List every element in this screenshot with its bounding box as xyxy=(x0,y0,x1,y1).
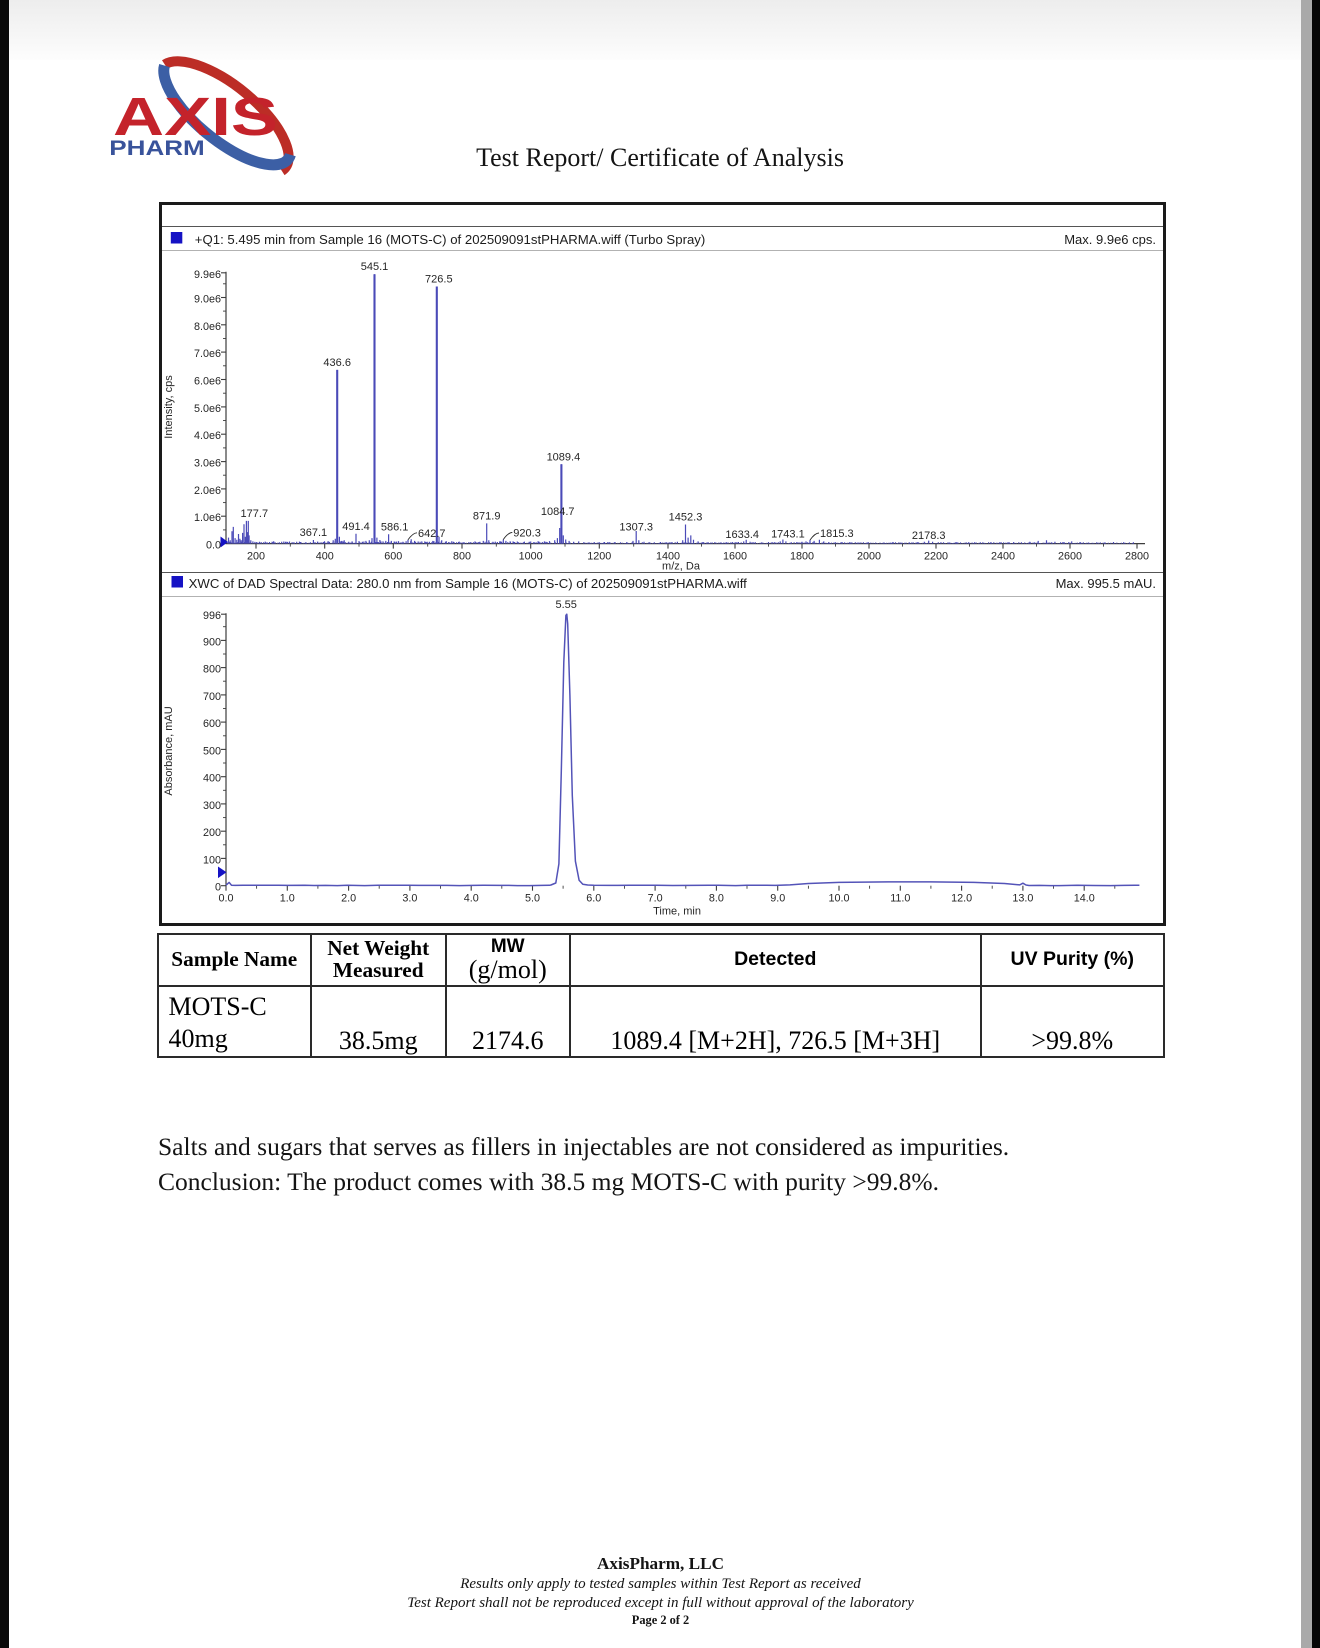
svg-text:545.1: 545.1 xyxy=(361,261,389,273)
svg-text:m/z, Da: m/z, Da xyxy=(662,561,701,573)
svg-text:14.0: 14.0 xyxy=(1074,893,1095,905)
svg-text:2800: 2800 xyxy=(1125,551,1149,563)
svg-text:4.0: 4.0 xyxy=(464,893,479,905)
svg-text:2600: 2600 xyxy=(1058,551,1082,563)
svg-text:1400: 1400 xyxy=(656,551,680,563)
svg-text:Intensity, cps: Intensity, cps xyxy=(163,375,175,439)
svg-text:PHARM: PHARM xyxy=(109,137,204,160)
svg-text:700: 700 xyxy=(203,691,221,703)
svg-text:6.0: 6.0 xyxy=(586,893,601,905)
svg-text:9.0: 9.0 xyxy=(770,893,785,905)
svg-text:871.9: 871.9 xyxy=(473,510,501,522)
svg-text:2200: 2200 xyxy=(924,551,948,563)
svg-text:5.55: 5.55 xyxy=(555,599,576,611)
svg-text:1000: 1000 xyxy=(519,551,543,563)
svg-text:6.0e6: 6.0e6 xyxy=(194,376,221,388)
svg-text:1815.3: 1815.3 xyxy=(820,528,854,540)
svg-text:1743.1: 1743.1 xyxy=(771,529,805,541)
svg-text:0: 0 xyxy=(215,882,221,894)
svg-text:2.0e6: 2.0e6 xyxy=(194,485,221,497)
svg-text:8.0: 8.0 xyxy=(709,893,724,905)
svg-text:12.0: 12.0 xyxy=(951,893,972,905)
svg-text:Max. 9.9e6 cps.: Max. 9.9e6 cps. xyxy=(1064,232,1156,247)
svg-text:9.0e6: 9.0e6 xyxy=(194,294,221,306)
svg-text:436.6: 436.6 xyxy=(323,357,351,369)
svg-text:1600: 1600 xyxy=(723,551,747,563)
svg-text:Time, min: Time, min xyxy=(653,906,701,918)
svg-text:642.7: 642.7 xyxy=(418,528,446,540)
svg-text:300: 300 xyxy=(203,800,221,812)
svg-text:100: 100 xyxy=(203,854,221,866)
svg-text:600: 600 xyxy=(384,551,402,563)
svg-text:177.7: 177.7 xyxy=(241,508,269,520)
svg-text:500: 500 xyxy=(203,745,221,757)
svg-text:400: 400 xyxy=(203,773,221,785)
svg-text:9.9e6: 9.9e6 xyxy=(194,269,221,281)
svg-text:1200: 1200 xyxy=(587,551,611,563)
svg-text:7.0e6: 7.0e6 xyxy=(194,348,221,360)
svg-text:5.0: 5.0 xyxy=(525,893,540,905)
svg-text:800: 800 xyxy=(453,551,471,563)
svg-text:1.0: 1.0 xyxy=(280,893,295,905)
svg-text:8.0e6: 8.0e6 xyxy=(194,321,221,333)
svg-text:4.0e6: 4.0e6 xyxy=(194,430,221,442)
svg-text:1633.4: 1633.4 xyxy=(725,529,759,541)
svg-text:800: 800 xyxy=(203,664,221,676)
svg-text:726.5: 726.5 xyxy=(425,274,453,286)
svg-text:13.0: 13.0 xyxy=(1012,893,1033,905)
svg-text:900: 900 xyxy=(203,636,221,648)
svg-text:200: 200 xyxy=(247,551,265,563)
svg-text:1.0e6: 1.0e6 xyxy=(194,512,221,524)
svg-text:XWC of DAD Spectral Data: 280.: XWC of DAD Spectral Data: 280.0 nm from … xyxy=(189,576,748,591)
svg-text:600: 600 xyxy=(203,718,221,730)
svg-text:5.0e6: 5.0e6 xyxy=(194,403,221,415)
svg-text:AXIS: AXIS xyxy=(113,87,278,147)
svg-text:1084.7: 1084.7 xyxy=(541,506,575,518)
svg-text:920.3: 920.3 xyxy=(513,528,541,540)
svg-text:200: 200 xyxy=(203,827,221,839)
svg-text:Absorbance, mAU: Absorbance, mAU xyxy=(163,706,175,795)
svg-text:3.0e6: 3.0e6 xyxy=(194,458,221,470)
svg-text:0.0: 0.0 xyxy=(218,893,233,905)
svg-text:10.0: 10.0 xyxy=(828,893,849,905)
svg-text:367.1: 367.1 xyxy=(300,527,328,539)
svg-text:3.0: 3.0 xyxy=(402,893,417,905)
svg-text:491.4: 491.4 xyxy=(342,521,370,533)
svg-text:586.1: 586.1 xyxy=(381,521,409,533)
svg-text:+Q1: 5.495 min from Sample 16: +Q1: 5.495 min from Sample 16 (MOTS-C) o… xyxy=(195,232,705,247)
svg-text:1800: 1800 xyxy=(790,551,814,563)
svg-text:400: 400 xyxy=(316,551,334,563)
svg-text:0.0: 0.0 xyxy=(206,540,221,552)
svg-text:11.0: 11.0 xyxy=(890,893,910,905)
svg-text:2178.3: 2178.3 xyxy=(912,530,946,542)
svg-text:1307.3: 1307.3 xyxy=(619,522,653,534)
svg-text:1452.3: 1452.3 xyxy=(669,512,703,524)
svg-text:2400: 2400 xyxy=(991,551,1015,563)
svg-text:2.0: 2.0 xyxy=(341,893,356,905)
svg-text:2000: 2000 xyxy=(857,551,881,563)
svg-text:7.0: 7.0 xyxy=(648,893,663,905)
svg-text:Max. 995.5 mAU.: Max. 995.5 mAU. xyxy=(1056,576,1156,591)
svg-text:996: 996 xyxy=(203,610,221,622)
svg-text:1089.4: 1089.4 xyxy=(547,451,581,463)
